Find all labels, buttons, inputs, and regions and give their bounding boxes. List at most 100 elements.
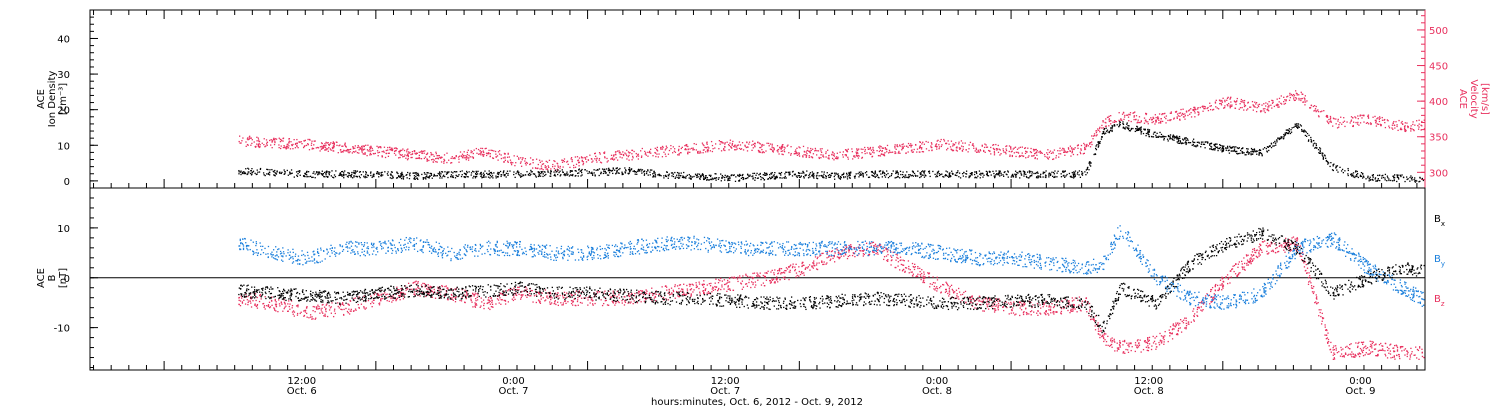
velocity-point [861, 156, 864, 159]
velocity-point [377, 147, 380, 149]
velocity-point [817, 150, 820, 152]
density-point [244, 172, 247, 175]
density-point [359, 176, 361, 179]
velocity-point [1151, 121, 1153, 124]
velocity-point [611, 157, 614, 159]
bz-point [1072, 308, 1075, 310]
bz-point [1376, 355, 1378, 357]
velocity-point [1036, 158, 1039, 160]
density-point [945, 174, 948, 177]
density-point [895, 176, 897, 179]
density-point [1076, 173, 1079, 175]
velocity-point [1071, 147, 1073, 149]
density-point [297, 173, 299, 175]
velocity-point [972, 143, 974, 145]
density-point [580, 169, 582, 172]
velocity-point [655, 155, 657, 158]
density-point [1253, 148, 1256, 150]
density-point [1379, 179, 1381, 182]
velocity-point [782, 143, 784, 146]
velocity-point [1367, 123, 1370, 125]
density-point [1073, 171, 1075, 173]
velocity-point [335, 141, 338, 143]
density-point [954, 174, 956, 176]
velocity-point [502, 157, 504, 159]
velocity-point [1420, 129, 1422, 131]
density-point [387, 174, 389, 176]
density-point [1305, 131, 1307, 133]
bz-point [547, 292, 549, 294]
density-point [1185, 143, 1187, 146]
bz-point [258, 300, 261, 303]
velocity-point [1041, 152, 1043, 154]
velocity-point [940, 145, 943, 148]
density-point [741, 176, 744, 179]
velocity-point [498, 153, 501, 155]
density-point [690, 178, 692, 180]
velocity-point [1251, 100, 1254, 103]
density-point [1219, 143, 1221, 146]
density-point [911, 174, 913, 177]
density-point [969, 172, 972, 175]
velocity-point [296, 144, 298, 147]
density-point [821, 171, 823, 173]
velocity-point [621, 157, 623, 159]
velocity-point [780, 147, 782, 149]
velocity-point [581, 159, 583, 162]
density-point [433, 175, 435, 177]
density-point [1095, 148, 1098, 151]
density-point [808, 173, 811, 175]
density-point [837, 173, 839, 175]
density-point [637, 169, 639, 171]
bz-point [1178, 324, 1180, 326]
density-point [864, 172, 867, 174]
bz-point [402, 298, 405, 300]
density-point [973, 173, 976, 176]
velocity-point [479, 150, 481, 152]
velocity-point [598, 152, 601, 154]
velocity-point [975, 148, 977, 151]
density-point [541, 171, 543, 173]
velocity-point [437, 154, 439, 157]
velocity-point [1005, 145, 1007, 148]
density-point [1200, 146, 1202, 148]
density-point [1400, 175, 1402, 178]
velocity-point [245, 145, 247, 147]
bz-point [944, 288, 947, 291]
velocity-point [882, 147, 885, 149]
density-point [400, 176, 402, 178]
bottom-series-group [238, 225, 1425, 360]
density-point [1178, 135, 1181, 138]
bz-point [709, 285, 712, 287]
velocity-point [512, 162, 514, 164]
velocity-point [1277, 104, 1280, 106]
density-point [1310, 141, 1313, 143]
velocity-point [582, 157, 584, 159]
density-point [680, 172, 682, 174]
density-point [278, 171, 281, 174]
bz-point [1193, 313, 1196, 315]
velocity-point [330, 142, 332, 144]
density-point [289, 171, 291, 173]
velocity-point [394, 150, 397, 152]
density-point [1045, 176, 1047, 179]
density-point [439, 177, 441, 179]
velocity-point [772, 149, 774, 152]
density-point [1321, 154, 1323, 156]
velocity-point [1280, 103, 1283, 105]
density-point [934, 173, 936, 176]
density-tick-label: 0 [64, 177, 70, 188]
velocity-point [1326, 120, 1328, 122]
density-point [1005, 173, 1007, 175]
velocity-point [1219, 102, 1221, 105]
velocity-point [714, 143, 717, 145]
velocity-point [1093, 135, 1096, 137]
density-point [906, 176, 908, 178]
density-point [1418, 181, 1420, 183]
density-point [377, 173, 379, 175]
velocity-point [540, 165, 543, 167]
bz-point [617, 300, 619, 303]
density-point [703, 178, 706, 180]
density-point [1144, 129, 1146, 131]
density-point [569, 171, 571, 173]
